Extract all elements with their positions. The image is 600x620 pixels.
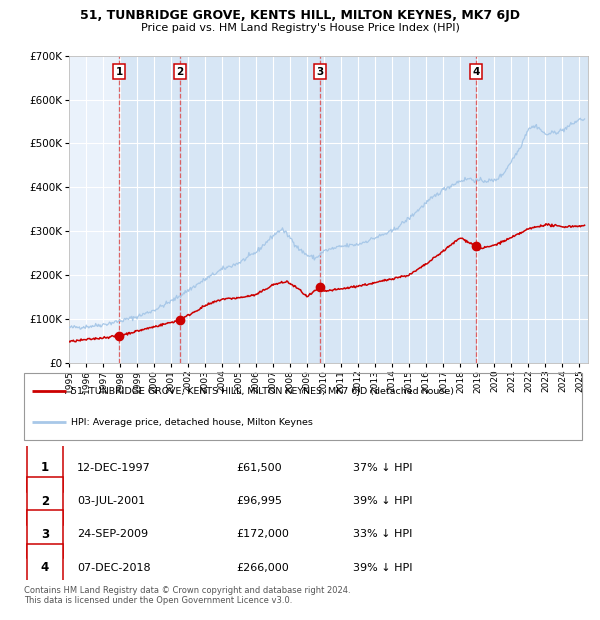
Text: 51, TUNBRIDGE GROVE, KENTS HILL, MILTON KEYNES, MK7 6JD: 51, TUNBRIDGE GROVE, KENTS HILL, MILTON …	[80, 9, 520, 22]
FancyBboxPatch shape	[27, 444, 63, 492]
Text: HPI: Average price, detached house, Milton Keynes: HPI: Average price, detached house, Milt…	[71, 418, 313, 427]
Text: 2: 2	[41, 495, 49, 508]
FancyBboxPatch shape	[27, 510, 63, 559]
Text: 1: 1	[116, 66, 123, 76]
Text: 03-JUL-2001: 03-JUL-2001	[77, 496, 145, 506]
FancyBboxPatch shape	[27, 477, 63, 525]
Text: 51, TUNBRIDGE GROVE, KENTS HILL, MILTON KEYNES, MK7 6JD (detached house): 51, TUNBRIDGE GROVE, KENTS HILL, MILTON …	[71, 387, 454, 396]
Text: 07-DEC-2018: 07-DEC-2018	[77, 563, 151, 573]
Text: £96,995: £96,995	[236, 496, 282, 506]
Text: £172,000: £172,000	[236, 529, 289, 539]
Text: 39% ↓ HPI: 39% ↓ HPI	[353, 496, 413, 506]
Text: 2: 2	[176, 66, 183, 76]
Bar	[476, 56, 588, 363]
Bar	[320, 56, 476, 363]
Text: £61,500: £61,500	[236, 463, 281, 472]
Text: 33% ↓ HPI: 33% ↓ HPI	[353, 529, 413, 539]
Text: 1: 1	[41, 461, 49, 474]
Text: 3: 3	[41, 528, 49, 541]
Bar	[179, 56, 320, 363]
Text: 4: 4	[41, 561, 49, 574]
Text: 12-DEC-1997: 12-DEC-1997	[77, 463, 151, 472]
Text: 4: 4	[473, 66, 480, 76]
Text: Price paid vs. HM Land Registry's House Price Index (HPI): Price paid vs. HM Land Registry's House …	[140, 23, 460, 33]
Text: 37% ↓ HPI: 37% ↓ HPI	[353, 463, 413, 472]
Text: 3: 3	[316, 66, 323, 76]
FancyBboxPatch shape	[27, 544, 63, 591]
Text: 39% ↓ HPI: 39% ↓ HPI	[353, 563, 413, 573]
Text: 24-SEP-2009: 24-SEP-2009	[77, 529, 148, 539]
Bar	[119, 56, 179, 363]
Text: Contains HM Land Registry data © Crown copyright and database right 2024.
This d: Contains HM Land Registry data © Crown c…	[24, 586, 350, 605]
Text: £266,000: £266,000	[236, 563, 289, 573]
